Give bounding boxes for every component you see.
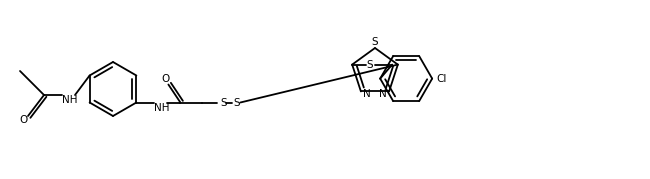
Text: O: O bbox=[19, 115, 27, 125]
Text: S: S bbox=[372, 37, 378, 47]
Text: N: N bbox=[379, 90, 387, 99]
Text: Cl: Cl bbox=[436, 74, 447, 84]
Text: NH: NH bbox=[153, 103, 169, 112]
Text: O: O bbox=[161, 74, 170, 83]
Text: S: S bbox=[233, 98, 240, 108]
Text: N: N bbox=[363, 90, 370, 99]
Text: S: S bbox=[367, 60, 374, 70]
Text: NH: NH bbox=[62, 95, 78, 105]
Text: S: S bbox=[220, 98, 227, 108]
